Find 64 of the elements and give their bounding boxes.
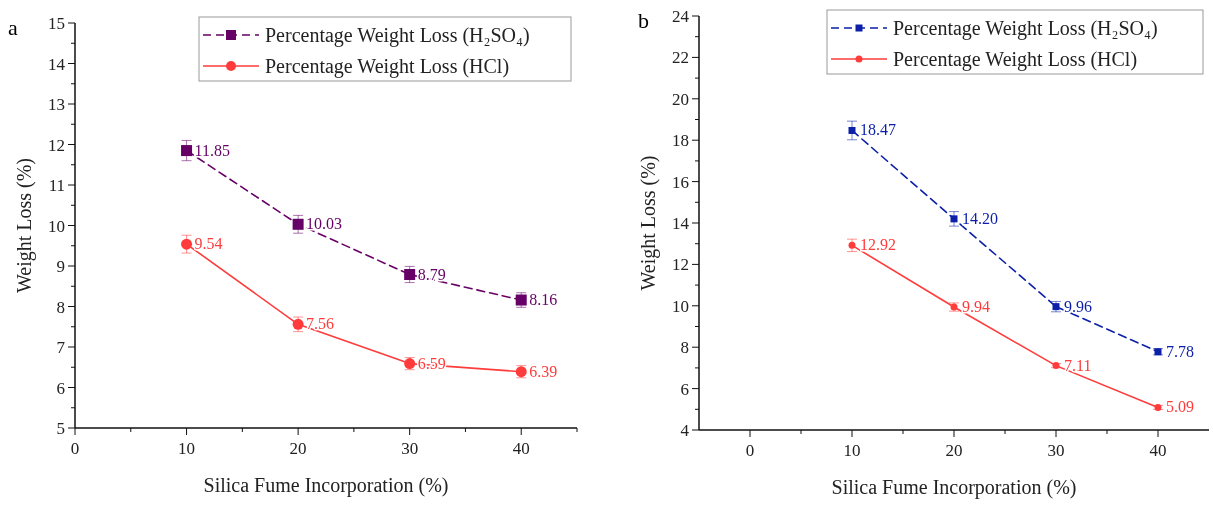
x-tick-label: 30 (1047, 441, 1065, 460)
x-tick-label: 10 (843, 441, 861, 460)
x-axis-title: Silica Fume Incorporation (%) (203, 474, 449, 497)
y-tick-label: 15 (48, 14, 65, 33)
data-label: 9.54 (194, 235, 223, 253)
data-label: 5.09 (1166, 398, 1194, 416)
y-tick-label: 13 (48, 95, 65, 114)
data-label: 12.92 (860, 236, 896, 254)
point (181, 238, 193, 250)
data-label: 7.11 (1064, 356, 1092, 374)
point (848, 126, 856, 134)
x-tick-label: 40 (1149, 441, 1167, 460)
legend-label: Percentage Weight Loss (HCl) (265, 55, 510, 78)
point (404, 269, 416, 281)
y-tick-label: 10 (672, 296, 689, 316)
point (181, 145, 193, 157)
point (292, 218, 304, 230)
chart-title: a (8, 15, 18, 40)
y-tick-label: 12 (48, 135, 65, 155)
y-tick-label: 5 (56, 419, 65, 438)
x-tick-label: 20 (289, 439, 307, 458)
y-tick-label: 14 (672, 214, 690, 233)
legend-label: Percentage Weight Loss (H₂SO₄) (893, 17, 1158, 40)
y-tick-label: 24 (672, 7, 690, 26)
y-tick-label: 7 (56, 338, 66, 357)
data-label: 10.03 (306, 215, 343, 233)
y-axis-title: Weight Loss (%) (637, 155, 660, 291)
data-label: 7.56 (306, 315, 335, 333)
x-tick-label: 40 (512, 439, 530, 458)
data-label: 14.20 (962, 209, 998, 227)
x-tick-label: 20 (945, 441, 963, 460)
x-tick-label: 0 (745, 441, 755, 460)
legend-label: Percentage Weight Loss (HCl) (893, 48, 1138, 71)
chart-title: b (638, 8, 649, 33)
y-axis-title: Weight Loss (%) (13, 157, 36, 294)
data-label: 11.85 (194, 141, 230, 159)
data-label: 8.16 (529, 291, 558, 309)
point (848, 241, 856, 249)
data-label: 8.79 (417, 265, 446, 283)
y-tick-label: 14 (48, 54, 66, 74)
data-label: 7.78 (1166, 342, 1194, 360)
y-tick-label: 8 (680, 338, 689, 358)
x-tick-label: 0 (70, 439, 80, 458)
y-tick-label: 12 (672, 255, 689, 275)
point (950, 215, 958, 223)
data-label: 9.96 (1064, 297, 1092, 315)
x-tick-label: 10 (178, 439, 196, 458)
y-tick-label: 6 (680, 379, 689, 399)
legend-label: Percentage Weight Loss (H₂SO₄) (265, 24, 530, 47)
y-tick-label: 10 (48, 216, 65, 236)
x-axis-title: Silica Fume Incorporation (%) (831, 476, 1077, 499)
data-label: 9.94 (962, 298, 990, 316)
x-tick-label: 30 (401, 439, 419, 458)
y-tick-label: 11 (48, 176, 65, 195)
data-label: 6.39 (529, 362, 558, 380)
y-tick-label: 4 (680, 421, 690, 440)
y-tick-label: 6 (56, 378, 65, 398)
y-tick-label: 22 (672, 48, 689, 68)
y-tick-label: 16 (672, 172, 689, 192)
y-tick-label: 20 (672, 89, 689, 109)
y-tick-label: 9 (56, 257, 65, 276)
y-tick-label: 18 (672, 131, 689, 151)
y-tick-label: 8 (56, 297, 65, 317)
data-label: 18.47 (860, 121, 896, 139)
